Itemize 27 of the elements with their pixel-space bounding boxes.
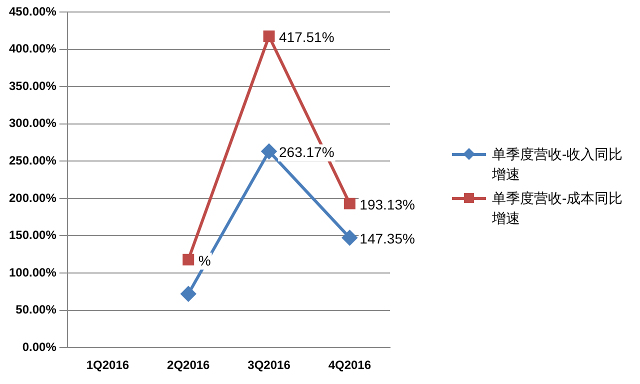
data-label: 147.35% xyxy=(360,230,415,247)
y-tick-label: 400.00% xyxy=(9,42,57,56)
point xyxy=(263,30,275,42)
data-label: % xyxy=(198,252,211,268)
y-tick-label: 200.00% xyxy=(9,190,57,205)
x-tick-label: 3Q2016 xyxy=(248,358,291,372)
y-tick-label: 250.00% xyxy=(9,153,57,168)
data-label: 417.51% xyxy=(279,29,334,46)
point xyxy=(342,230,358,246)
x-tick-label: 4Q2016 xyxy=(328,358,372,372)
y-tick-label: 350.00% xyxy=(9,78,57,93)
data-label: 193.13% xyxy=(360,196,415,212)
point xyxy=(344,198,356,210)
y-tick-label: 50.00% xyxy=(16,302,57,317)
y-tick-label: 300.00% xyxy=(9,116,57,130)
y-tick-label: 450.00% xyxy=(9,4,57,18)
y-tick-label: 100.00% xyxy=(9,265,57,280)
legend-label: 单季度营收-收入同比增速 xyxy=(492,145,624,184)
y-tick-label: 0.00% xyxy=(22,340,57,354)
data-label: 263.17% xyxy=(279,144,334,160)
point xyxy=(182,254,194,266)
point xyxy=(262,144,277,159)
x-tick-label: 2Q2016 xyxy=(167,358,210,372)
x-tick-label: 1Q2016 xyxy=(86,358,130,372)
legend-label: 单季度营收-成本同比增速 xyxy=(492,189,624,228)
y-tick-label: 150.00% xyxy=(9,228,57,242)
point xyxy=(180,286,196,302)
